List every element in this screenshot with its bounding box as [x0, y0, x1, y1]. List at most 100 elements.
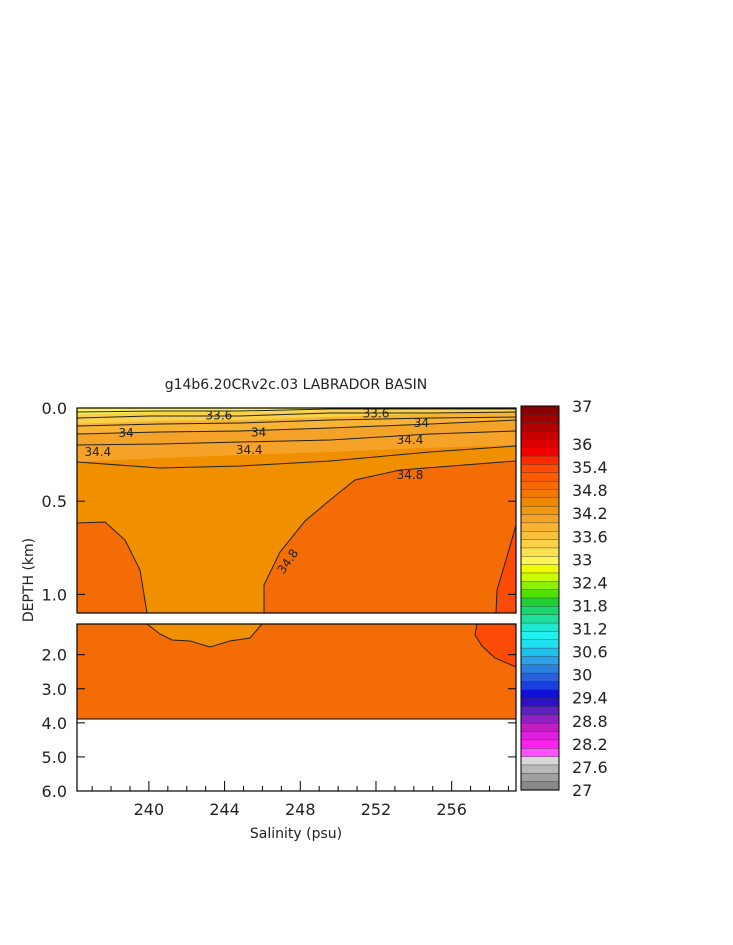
colorbar-swatch: [520, 464, 560, 474]
colorbar-swatch: [520, 756, 560, 766]
colorbar-swatch: [520, 531, 560, 541]
colorbar-label: 37: [572, 397, 592, 416]
colorbar-swatch: [520, 539, 560, 549]
colorbar-frame: [520, 405, 560, 791]
y-tick-label: 5.0: [42, 748, 67, 767]
y-axis-label: DEPTH (km): [21, 538, 37, 622]
colorbar-swatch: [520, 447, 560, 457]
contour-label: 33.6: [363, 407, 390, 421]
colorbar-label: 35.4: [572, 458, 608, 477]
fill-dark-orange: [77, 624, 516, 719]
colorbar-swatch: [520, 706, 560, 716]
colorbar-swatch: [520, 581, 560, 591]
colorbar-label: 33.6: [572, 527, 608, 546]
y-tick-label: 1.0: [42, 585, 67, 604]
contour-line: [77, 419, 516, 435]
colorbar-swatch: [520, 405, 560, 415]
fill-band-light-orange-2: [77, 412, 516, 434]
colorbar-swatch: [520, 664, 560, 674]
fill-red-orange-patch: [475, 624, 516, 667]
x-axis-label: Salinity (psu): [250, 826, 342, 842]
colorbar-swatch: [520, 723, 560, 733]
colorbar-swatch: [520, 439, 560, 449]
colorbar-swatch: [520, 681, 560, 691]
colorbar-label: 31.8: [572, 596, 608, 615]
fill-light-orange-patch: [147, 624, 262, 647]
colorbar-swatch: [520, 597, 560, 607]
colorbar-swatch: [520, 631, 560, 641]
colorbar-label: 27: [572, 781, 592, 800]
y-tick-label: 3.0: [42, 680, 67, 699]
y-tick-label: 4.0: [42, 714, 67, 733]
colorbar-label: 29.4: [572, 689, 608, 708]
colorbar-swatch: [520, 564, 560, 574]
y-axis: 0.0 0.5 1.0 2.0 3.0 4.0 5.0 6.0: [42, 399, 516, 801]
colorbar-swatch: [520, 522, 560, 532]
contour-label: 34.4: [84, 445, 111, 459]
lower-panel-frame: [76, 623, 517, 792]
colorbar-swatch: [520, 639, 560, 649]
x-tick-label: 256: [436, 800, 467, 819]
contour-label: 34.4: [397, 433, 424, 447]
colorbar-swatch: [520, 606, 560, 616]
x-tick-label: 252: [361, 800, 392, 819]
colorbar-swatch: [520, 556, 560, 566]
colorbar-swatch: [520, 414, 560, 424]
x-axis: 240 244 248 252 256: [91, 781, 509, 819]
fill-dark-orange-left: [77, 522, 147, 613]
lower-panel: [76, 623, 517, 792]
colorbar-swatch: [520, 647, 560, 658]
colorbar-swatch: [520, 731, 560, 741]
colorbar-swatch: [520, 748, 560, 758]
colorbar-swatch: [520, 497, 560, 507]
colorbar-swatch: [520, 781, 560, 791]
y-tick-label: 0.0: [42, 399, 67, 418]
colorbar-swatch: [520, 697, 560, 708]
colorbar-swatch: [520, 739, 560, 749]
contour-label: 34: [414, 416, 429, 430]
colorbar-swatch: [520, 672, 560, 683]
x-tick-label: 240: [134, 800, 165, 819]
colorbar-swatch: [520, 714, 560, 724]
colorbar-swatch: [520, 430, 560, 440]
contour-line: [77, 416, 516, 427]
contour-line: [77, 521, 148, 613]
colorbar-swatch: [520, 547, 560, 557]
colorbar-swatch: [520, 514, 560, 524]
colorbar-label: 36: [572, 435, 592, 454]
colorbar-swatch: [520, 455, 560, 466]
contour-label: 34: [119, 426, 134, 440]
upper-panel-fill: [77, 408, 516, 613]
contour-label: 34: [251, 425, 266, 439]
colorbar-swatch: [520, 656, 560, 666]
contour-line: [495, 524, 516, 613]
x-tick-label: 248: [285, 800, 316, 819]
colorbar: [520, 405, 560, 791]
colorbar-label: 34.8: [572, 481, 608, 500]
contour-line: [263, 460, 516, 613]
colorbar-swatch: [520, 489, 560, 499]
colorbar-label: 30: [572, 666, 592, 685]
colorbar-label: 30.6: [572, 643, 608, 662]
colorbar-label: 27.6: [572, 758, 608, 777]
colorbar-swatch: [520, 422, 560, 432]
y-tick-label: 2.0: [42, 646, 67, 665]
fill-red-orange-right: [496, 525, 516, 613]
contour-line: [77, 411, 516, 419]
colorbar-label: 33: [572, 550, 592, 569]
colorbar-label: 34.2: [572, 504, 608, 523]
colorbar-swatch: [520, 480, 560, 491]
colorbar-swatch: [520, 689, 560, 699]
colorbar-swatch: [520, 505, 560, 516]
y-tick-label: 6.0: [42, 782, 67, 801]
contour-line: [77, 430, 516, 446]
lower-panel-fill: [77, 624, 516, 720]
colorbar-swatch: [520, 572, 560, 582]
colorbar-label: 28.8: [572, 712, 608, 731]
contour-line: [474, 624, 516, 668]
chart-title: g14b6.20CRv2c.03 LABRADOR BASIN: [165, 377, 428, 393]
colorbar-label: 31.2: [572, 620, 608, 639]
